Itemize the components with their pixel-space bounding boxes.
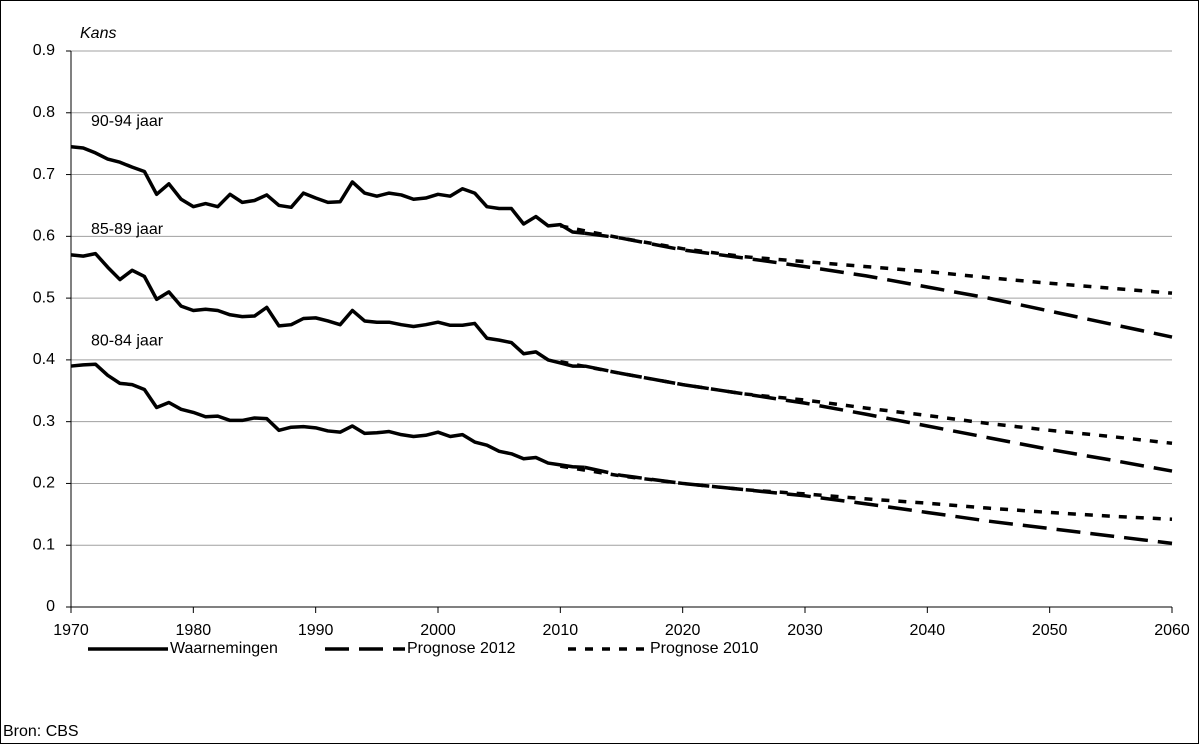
series-line (70, 251, 585, 368)
group-label: 90-94 jaar (91, 113, 164, 130)
series-line (560, 464, 1173, 522)
y-tick-label: 0.3 (33, 413, 55, 430)
legend-label: Waarnemingen (170, 640, 278, 657)
x-tick-label: 2060 (1154, 622, 1190, 639)
series-line (560, 360, 1173, 446)
x-tick-label: 1970 (53, 622, 89, 639)
y-tick-label: 0 (46, 598, 55, 615)
x-tick-label: 2030 (787, 622, 823, 639)
y-tick-label: 0.1 (33, 536, 55, 553)
series-line (70, 362, 585, 470)
x-tick-label: 1980 (176, 622, 212, 639)
x-tick-label: 2020 (665, 622, 701, 639)
y-tick-label: 0.9 (33, 42, 55, 59)
source-note: Bron: CBS (3, 723, 79, 740)
y-tick-label: 0.5 (33, 289, 55, 306)
series-line (70, 145, 585, 235)
y-tick-label: 0.4 (33, 351, 55, 368)
group-label: 80-84 jaar (91, 332, 164, 349)
x-tick-label: 2040 (910, 622, 946, 639)
legend-label: Prognose 2010 (650, 640, 759, 657)
y-tick-label: 0.7 (33, 166, 55, 183)
y-tick-label: 0.8 (33, 104, 55, 121)
legend-label: Prognose 2012 (407, 640, 516, 657)
x-tick-label: 2000 (420, 622, 456, 639)
y-tick-label: 0.6 (33, 228, 55, 245)
series-line (559, 224, 1173, 295)
y-axis-label: Kans (80, 25, 116, 42)
y-tick-label: 0.2 (33, 475, 55, 492)
x-tick-label: 2050 (1032, 622, 1068, 639)
x-tick-label: 2010 (543, 622, 579, 639)
group-label: 85-89 jaar (91, 221, 164, 238)
x-tick-label: 1990 (298, 622, 334, 639)
